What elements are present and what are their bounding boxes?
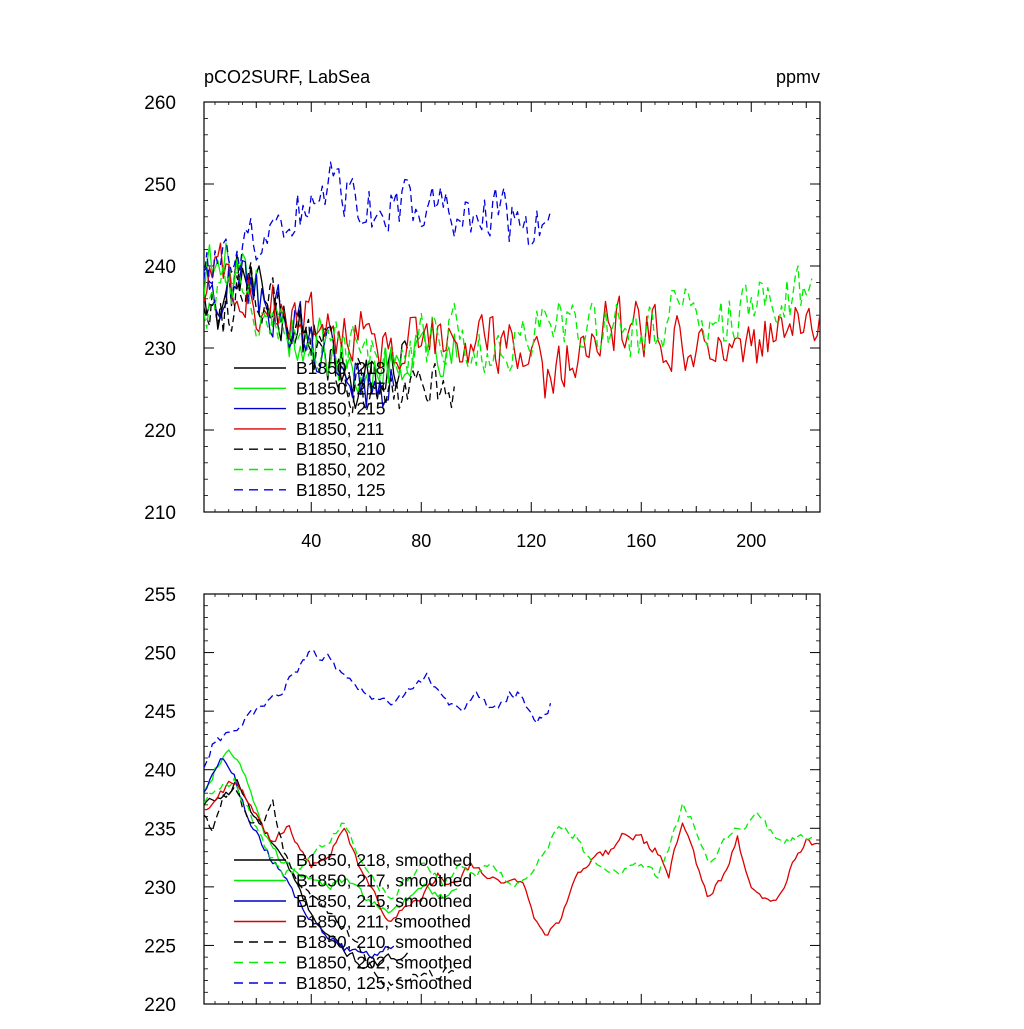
x-tick-label: 120 (516, 531, 546, 551)
plot-frame (203, 593, 821, 1005)
series-line (204, 649, 552, 768)
legend-label: B1850, 218, smoothed (296, 850, 472, 870)
chart-title: pCO2SURF, LabSea (204, 67, 371, 87)
series-line (204, 242, 820, 399)
series-group (204, 161, 820, 414)
legend-label: B1850, 125 (296, 480, 386, 500)
series-line (204, 749, 458, 914)
series-line (204, 778, 409, 970)
y-tick-label: 255 (144, 585, 176, 606)
legend-label: B1850, 217, smoothed (296, 871, 472, 891)
y-tick-label: 210 (144, 503, 176, 524)
y-tick-label: 250 (144, 644, 176, 665)
series-line (204, 161, 552, 285)
series-group (204, 649, 820, 986)
x-tick-label: 200 (736, 531, 766, 551)
series-line (204, 263, 813, 384)
series-line (204, 777, 813, 900)
top-panel: pCO2SURF, LabSea ppmv 40 80 120 160 200 210 22… (144, 67, 821, 551)
y-tick-label: 220 (144, 995, 176, 1016)
y-tick-label: 240 (144, 761, 176, 782)
y-tick-label: 250 (144, 175, 176, 196)
x-tick-label: 80 (411, 531, 431, 551)
legend-label: B1850, 202 (296, 460, 386, 480)
legend-label: B1850, 210, smoothed (296, 932, 472, 952)
y-tick-label: 225 (144, 936, 176, 957)
y-tick-label: 220 (144, 421, 176, 442)
series-line (204, 262, 455, 414)
x-axis (214, 594, 821, 1004)
series-line (204, 780, 820, 936)
y-tick-label: 230 (144, 878, 176, 899)
bottom-plot-area: 220 225 230 235 240 245 250 255 B1850, 218, smoo… (144, 585, 821, 1016)
plot-frame (203, 101, 821, 513)
legend-label: B1850, 218 (296, 358, 386, 378)
top-plot-area: 40 80 120 160 200 210 220 230 240 250 260 B1850, 21… (144, 93, 821, 551)
y-tick-label: 260 (144, 93, 176, 114)
y-tick-label: 245 (144, 702, 176, 723)
y-tick-label: 230 (144, 339, 176, 360)
x-axis: 40 80 120 160 200 (214, 102, 821, 551)
y-tick-label: 240 (144, 257, 176, 278)
y-tick-label: 235 (144, 819, 176, 840)
y-axis: 220 225 230 235 240 245 250 255 (144, 585, 820, 1016)
x-tick-label: 160 (626, 531, 656, 551)
legend-label: B1850, 125, smoothed (296, 973, 472, 993)
legend-label: B1850, 210 (296, 439, 386, 459)
x-tick-label: 40 (301, 531, 321, 551)
legend-label: B1850, 211 (296, 419, 384, 439)
bottom-panel: 220 225 230 235 240 245 250 255 B1850, 218, smoo… (144, 585, 821, 1016)
series-line (204, 786, 455, 986)
legend-label: B1850, 215, smoothed (296, 891, 472, 911)
legend-label: B1850, 215 (296, 399, 386, 419)
y-axis: 210 220 230 240 250 260 (144, 93, 820, 524)
legend-label: B1850, 211, smoothed (296, 912, 471, 932)
units-label: ppmv (776, 67, 820, 87)
legend-label: B1850, 202, smoothed (296, 953, 472, 973)
legend-label: B1850, 217 (296, 378, 386, 398)
